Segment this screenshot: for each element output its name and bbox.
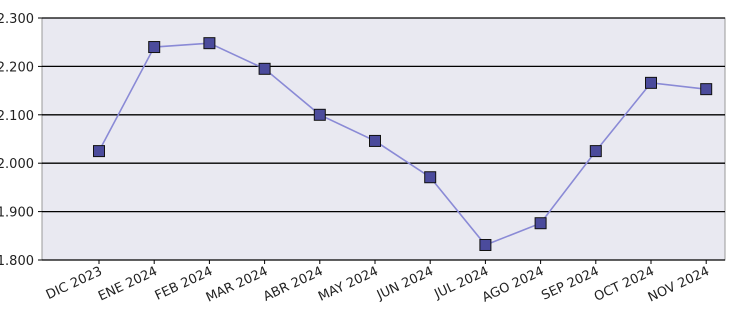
- y-tick-label: 1.900: [0, 206, 34, 221]
- x-tick-label: JUN 2024: [374, 264, 436, 303]
- x-tick-label: DIC 2023: [44, 264, 105, 303]
- x-tick-label: MAY 2024: [316, 264, 381, 305]
- marker: [258, 62, 271, 75]
- y-tick-label: 2.200: [0, 60, 34, 75]
- x-tick-label: MAR 2024: [204, 264, 270, 306]
- marker: [369, 134, 381, 147]
- x-tick-label: AGO 2024: [480, 264, 546, 306]
- x-tick-label: ENE 2024: [96, 264, 160, 304]
- line: [98, 42, 707, 246]
- marker: [589, 145, 602, 158]
- plot-area: [41, 17, 726, 261]
- marker: [93, 145, 105, 158]
- x-tick-label: SEP 2024: [539, 264, 601, 304]
- marker: [645, 76, 657, 89]
- y-tick-label: 2.000: [0, 157, 34, 172]
- marker: [203, 37, 216, 50]
- marker: [424, 171, 437, 184]
- y-tick-label: 2.100: [0, 109, 34, 124]
- x-tick-label: OCT 2024: [592, 264, 657, 305]
- x-tick-label: NOV 2024: [646, 264, 712, 305]
- x-tick-label: ABR 2024: [261, 264, 325, 305]
- marker: [148, 41, 161, 54]
- marker: [479, 238, 492, 251]
- marker: [700, 83, 713, 96]
- marker: [534, 217, 547, 230]
- marker: [313, 108, 326, 121]
- y-tick-label: 2.300: [0, 12, 34, 27]
- y-tick-label: 1.800: [0, 254, 34, 269]
